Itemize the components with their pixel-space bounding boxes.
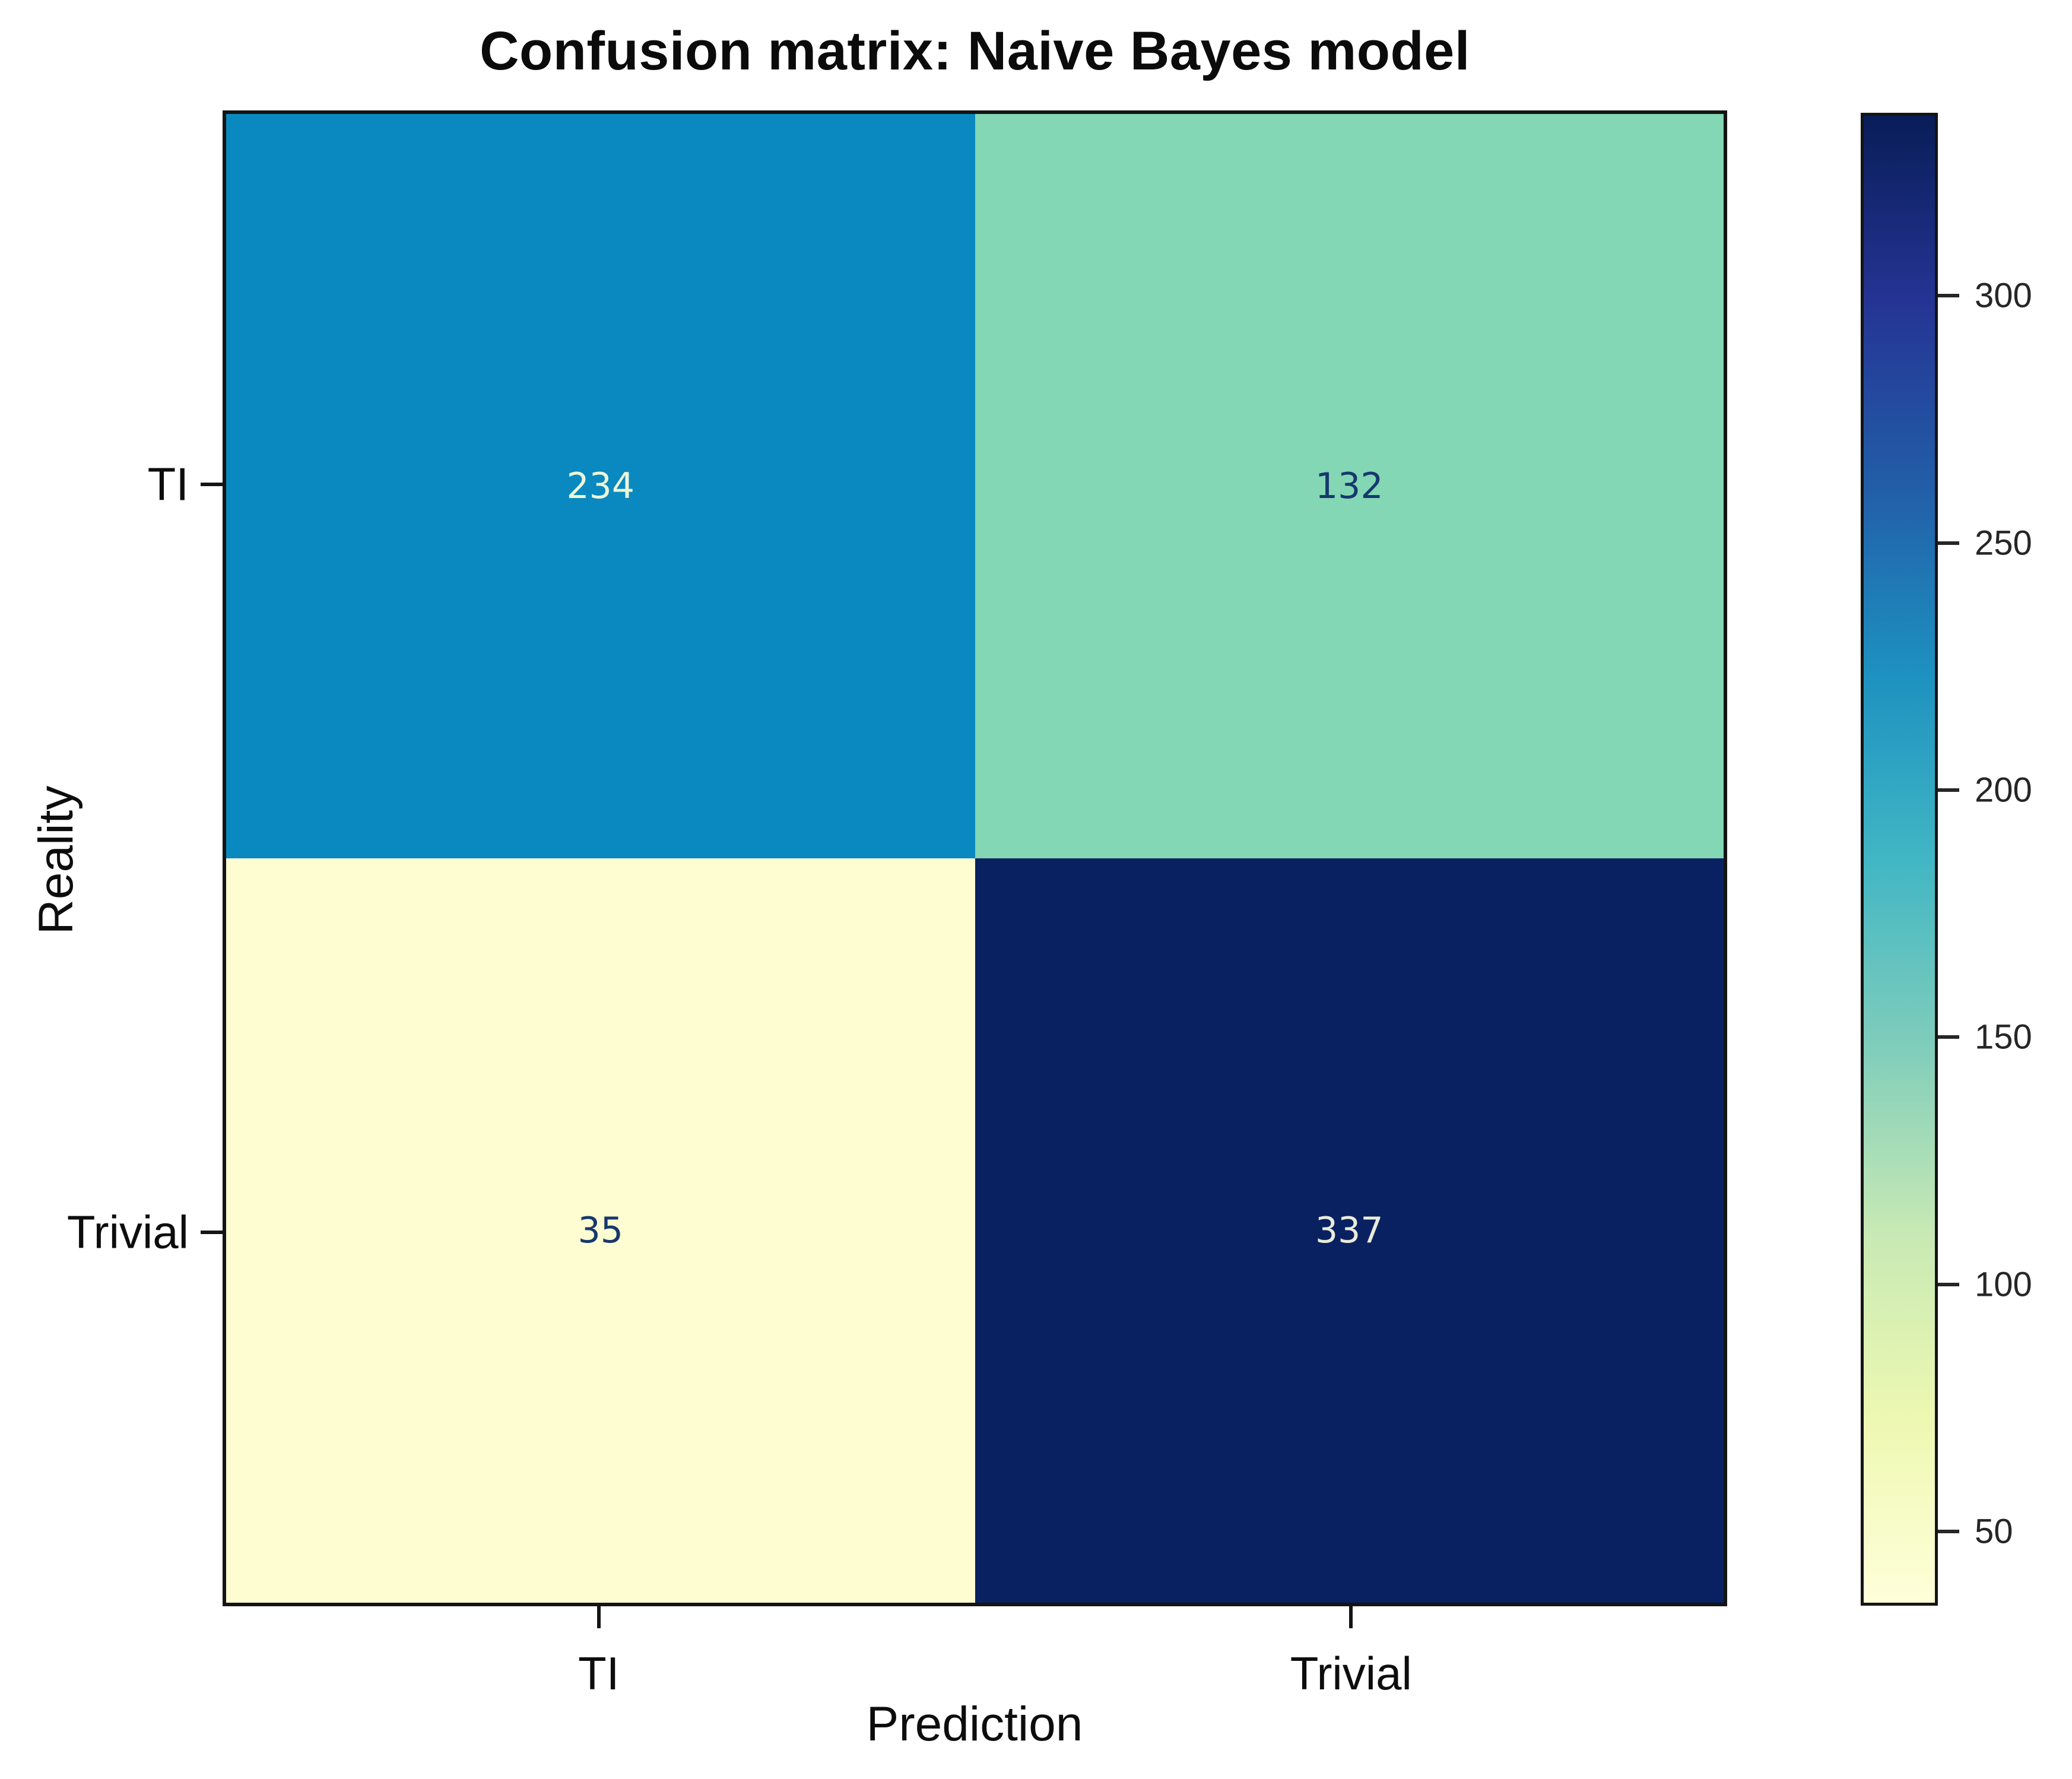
- x-tick-label-TI: TI: [578, 1647, 620, 1699]
- colorbar-tick-label-50: 50: [1975, 1512, 2013, 1551]
- x-axis-label: Prediction: [866, 1697, 1083, 1751]
- y-tick-label-TI: TI: [147, 458, 189, 510]
- colorbar-tick-mark-150: [1938, 1035, 1959, 1039]
- y-tick-mark-TI: [201, 483, 223, 486]
- colorbar-tick-mark-100: [1938, 1282, 1959, 1286]
- matrix-cell-TI-Trivial: 132: [975, 114, 1724, 858]
- y-tick-mark-Trivial: [201, 1231, 223, 1234]
- x-tick-label-Trivial: Trivial: [1290, 1647, 1412, 1699]
- colorbar-tick-mark-300: [1938, 294, 1959, 298]
- y-axis-label: Reality: [29, 785, 83, 935]
- matrix-cell-Trivial-Trivial: 337: [975, 858, 1724, 1603]
- colorbar: [1861, 113, 1938, 1606]
- colorbar-gradient: [1864, 116, 1935, 1603]
- colorbar-tick-mark-50: [1938, 1530, 1959, 1534]
- heatmap-grid: 234 132 35 337: [223, 110, 1727, 1606]
- colorbar-tick-label-200: 200: [1975, 770, 2032, 810]
- colorbar-tick-label-150: 150: [1975, 1017, 2032, 1057]
- matrix-cell-TI-TI: 234: [226, 114, 975, 858]
- x-tick-mark-TI: [596, 1606, 601, 1628]
- colorbar-tick-mark-250: [1938, 541, 1959, 545]
- chart-title: Confusion matrix: Naive Bayes model: [480, 21, 1470, 81]
- matrix-cell-Trivial-TI: 35: [226, 858, 975, 1603]
- colorbar-tick-label-300: 300: [1975, 276, 2032, 315]
- colorbar-tick-label-100: 100: [1975, 1265, 2032, 1304]
- colorbar-tick-label-250: 250: [1975, 524, 2032, 563]
- y-tick-label-Trivial: Trivial: [66, 1206, 189, 1258]
- x-tick-mark-Trivial: [1349, 1606, 1353, 1628]
- colorbar-tick-mark-200: [1938, 788, 1959, 792]
